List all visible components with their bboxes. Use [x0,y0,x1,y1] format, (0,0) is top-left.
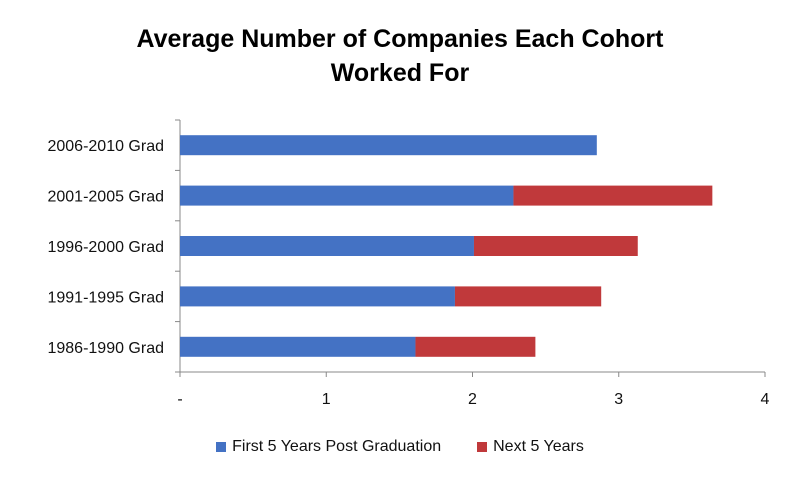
bar-first-5-years [180,286,455,307]
chart-legend: First 5 Years Post Graduation Next 5 Yea… [0,438,800,456]
legend-item-first-5-years: First 5 Years Post Graduation [216,438,441,456]
legend-swatch-first-5-years [216,442,227,452]
chart-title-line-1: Average Number of Companies Each Cohort [136,25,664,53]
x-tick-label: 4 [761,391,770,408]
bar-first-5-years [180,236,474,256]
chart-title: Average Number of Companies Each Cohort … [0,22,800,90]
bar-first-5-years [180,135,597,156]
y-category-label: 1996-2000 Grad [47,239,164,256]
legend-swatch-next-5-years [477,442,488,452]
bar-next-5-years [415,336,536,357]
bar-first-5-years [180,336,416,357]
legend-item-next-5-years: Next 5 Years [477,438,584,456]
legend-label-first-5-years: First 5 Years Post Graduation [232,438,442,455]
bar-first-5-years [180,185,514,206]
y-category-label: 1986-1990 Grad [47,340,164,357]
bar-next-5-years [473,236,638,256]
bar-next-5-years [454,286,602,307]
x-tick-label: - [177,391,182,408]
x-tick-label: 3 [614,391,623,408]
y-category-label: 1991-1995 Grad [47,289,164,306]
x-tick-label: 2 [468,391,477,408]
legend-label-next-5-years: Next 5 Years [493,438,584,455]
y-category-label: 2006-2010 Grad [47,138,164,155]
y-category-label: 2001-2005 Grad [47,189,164,206]
chart-title-line-2: Worked For [330,59,470,87]
x-tick-label: 1 [322,391,331,408]
bar-next-5-years [513,185,713,206]
